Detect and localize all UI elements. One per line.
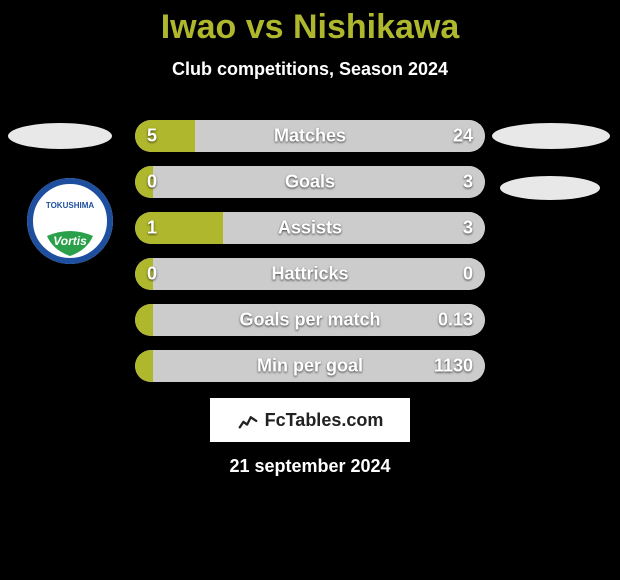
bar-row: 1130 Min per goal (135, 350, 485, 382)
bar-row: 0 0 Hattricks (135, 258, 485, 290)
bar-label: Matches (274, 126, 346, 147)
attribution-text: FcTables.com (265, 410, 384, 431)
team-badge-line1: TOKUSHIMA (46, 201, 95, 210)
bar-right-fill (223, 212, 486, 244)
bar-left-fill (135, 120, 195, 152)
bar-left-fill (135, 350, 153, 382)
bar-label: Goals per match (239, 310, 380, 331)
date-text: 21 september 2024 (229, 456, 390, 476)
bar-left-value: 0 (147, 172, 157, 193)
comparison-bars: 5 24 Matches 0 3 Goals 1 3 Assists 0 0 Hattricks 0.1… (135, 120, 485, 396)
bar-left-value: 1 (147, 218, 157, 239)
bar-right-value: 3 (463, 172, 473, 193)
bar-row: 1 3 Assists (135, 212, 485, 244)
bar-right-value: 0.13 (438, 310, 473, 331)
team-badge-line2: Vortis (53, 234, 87, 248)
left-player-ellipse (8, 123, 112, 149)
bar-row: 0 3 Goals (135, 166, 485, 198)
date-line: 21 september 2024 (229, 456, 390, 477)
bar-left-value: 0 (147, 264, 157, 285)
bar-right-value: 0 (463, 264, 473, 285)
title-text: Iwao vs Nishikawa (161, 8, 460, 46)
chart-icon (237, 409, 259, 431)
right-player-ellipse-1 (492, 123, 610, 149)
subtitle-text: Club competitions, Season 2024 (172, 59, 448, 79)
bar-right-value: 24 (453, 126, 473, 147)
attribution-badge: FcTables.com (210, 398, 410, 442)
bar-left-value: 5 (147, 126, 157, 147)
bar-row: 5 24 Matches (135, 120, 485, 152)
bar-row: 0.13 Goals per match (135, 304, 485, 336)
bar-label: Goals (285, 172, 335, 193)
bar-right-value: 1130 (434, 356, 473, 377)
right-player-ellipse-2 (500, 176, 600, 200)
page-title: Iwao vs Nishikawa (0, 0, 620, 47)
team-badge: TOKUSHIMA Vortis (27, 178, 113, 264)
bar-right-value: 3 (463, 218, 473, 239)
bar-label: Assists (278, 218, 342, 239)
bar-label: Min per goal (257, 356, 363, 377)
team-badge-icon: TOKUSHIMA Vortis (27, 178, 113, 264)
subtitle: Club competitions, Season 2024 (0, 59, 620, 80)
bar-left-fill (135, 304, 153, 336)
bar-label: Hattricks (271, 264, 348, 285)
